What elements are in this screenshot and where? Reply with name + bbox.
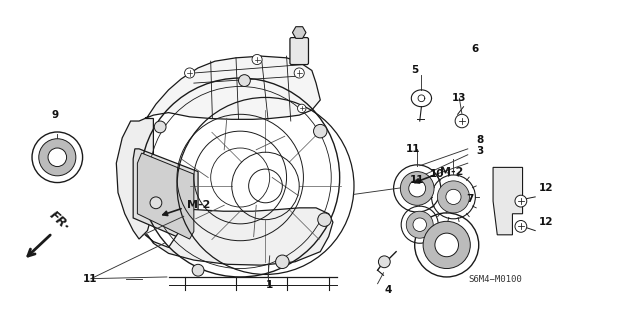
Polygon shape xyxy=(116,118,154,239)
FancyBboxPatch shape xyxy=(290,38,308,64)
Text: FR·: FR· xyxy=(46,208,72,233)
Text: 3: 3 xyxy=(477,145,484,156)
Text: 1: 1 xyxy=(266,280,273,290)
Circle shape xyxy=(252,55,262,64)
Circle shape xyxy=(239,75,250,86)
Circle shape xyxy=(184,68,195,78)
Circle shape xyxy=(455,114,468,128)
Text: 12: 12 xyxy=(539,183,554,193)
Text: 7: 7 xyxy=(467,194,474,204)
Circle shape xyxy=(294,68,304,78)
Text: 11: 11 xyxy=(406,144,420,154)
Text: 11: 11 xyxy=(83,274,97,284)
Circle shape xyxy=(406,211,433,238)
Circle shape xyxy=(39,139,76,176)
Circle shape xyxy=(192,264,204,276)
Text: 13: 13 xyxy=(452,93,467,103)
Polygon shape xyxy=(292,27,306,38)
Circle shape xyxy=(435,233,458,257)
Polygon shape xyxy=(145,56,320,119)
Circle shape xyxy=(317,213,332,226)
Polygon shape xyxy=(138,153,194,239)
Text: 12: 12 xyxy=(539,217,554,227)
Polygon shape xyxy=(133,149,198,243)
Circle shape xyxy=(515,220,527,232)
Circle shape xyxy=(150,197,162,209)
Circle shape xyxy=(298,104,306,113)
Text: 8: 8 xyxy=(477,136,484,145)
Text: 4: 4 xyxy=(384,285,392,295)
Circle shape xyxy=(154,121,166,133)
Circle shape xyxy=(409,180,426,197)
Text: 11: 11 xyxy=(410,175,424,185)
Polygon shape xyxy=(145,208,333,265)
Circle shape xyxy=(48,148,67,167)
Text: S6M4−M0100: S6M4−M0100 xyxy=(469,275,522,284)
Text: M-2: M-2 xyxy=(440,167,463,177)
Text: 5: 5 xyxy=(411,65,419,76)
Circle shape xyxy=(437,181,470,213)
Polygon shape xyxy=(493,167,522,235)
Circle shape xyxy=(314,124,327,138)
Text: 9: 9 xyxy=(51,110,58,120)
Circle shape xyxy=(446,189,461,204)
Circle shape xyxy=(401,172,434,205)
Text: 6: 6 xyxy=(471,44,478,55)
Circle shape xyxy=(276,255,289,269)
Circle shape xyxy=(423,221,470,269)
Circle shape xyxy=(515,195,527,207)
Text: 10: 10 xyxy=(429,169,444,179)
Circle shape xyxy=(413,218,426,232)
Circle shape xyxy=(378,256,390,268)
Text: M-2: M-2 xyxy=(187,200,211,210)
